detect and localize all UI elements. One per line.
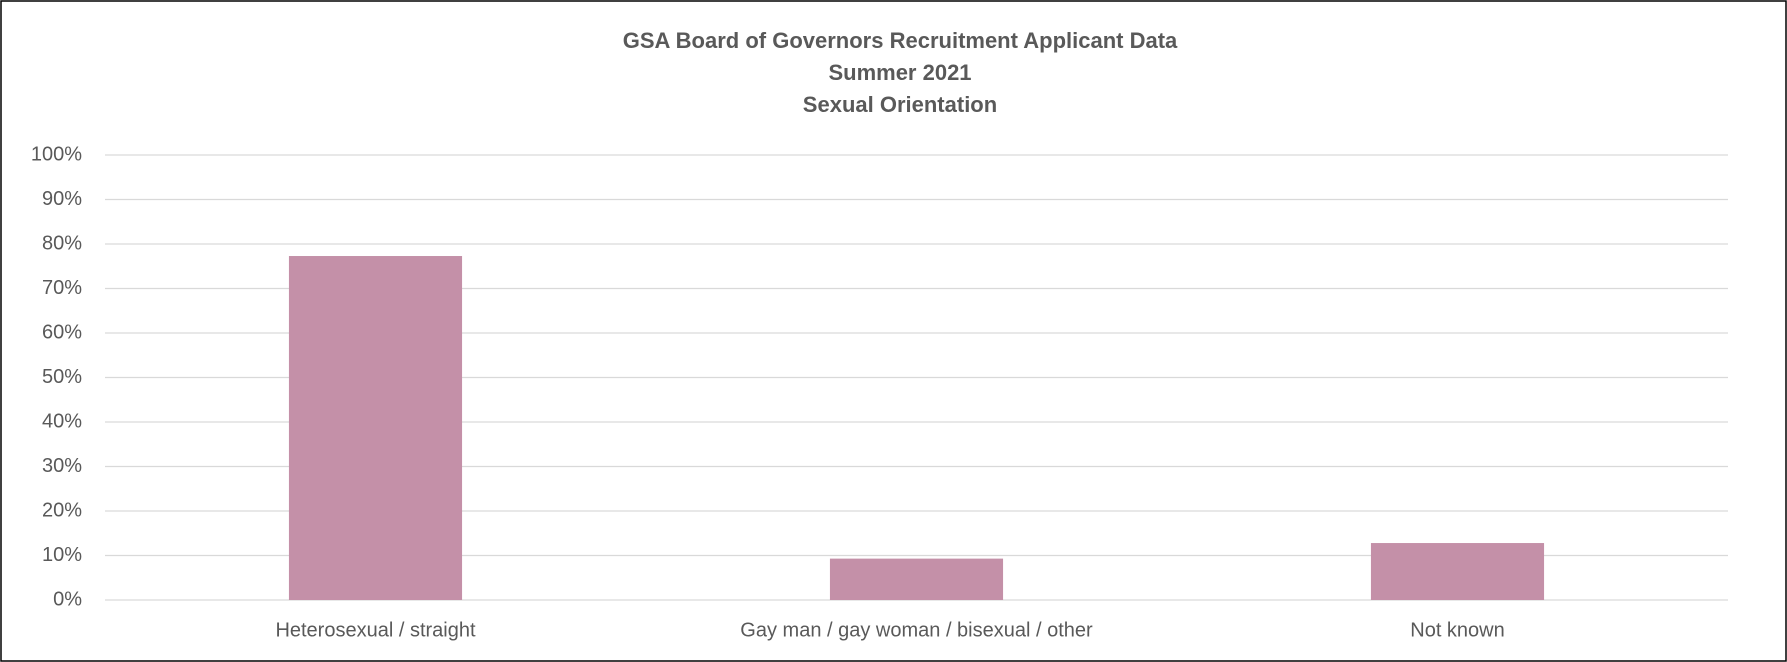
x-tick-label: Not known (1410, 619, 1505, 641)
y-tick-label: 0% (53, 588, 82, 610)
bar (829, 558, 1004, 600)
y-tick-label: 30% (42, 455, 82, 477)
x-tick-label: Heterosexual / straight (275, 619, 476, 641)
y-tick-label: 100% (31, 143, 82, 165)
y-tick-label: 50% (42, 366, 82, 388)
chart-subtitle: Summer 2021 (828, 60, 971, 85)
y-tick-label: 90% (42, 188, 82, 210)
y-tick-label: 80% (42, 232, 82, 254)
y-tick-label: 70% (42, 277, 82, 299)
y-tick-label: 60% (42, 321, 82, 343)
chart-subtitle: Sexual Orientation (803, 92, 997, 117)
y-tick-label: 10% (42, 544, 82, 566)
bar (288, 256, 463, 600)
y-tick-label: 40% (42, 410, 82, 432)
x-tick-label: Gay man / gay woman / bisexual / other (740, 619, 1093, 641)
chart-title: GSA Board of Governors Recruitment Appli… (623, 28, 1178, 53)
bar (1370, 543, 1545, 600)
y-tick-label: 20% (42, 499, 82, 521)
